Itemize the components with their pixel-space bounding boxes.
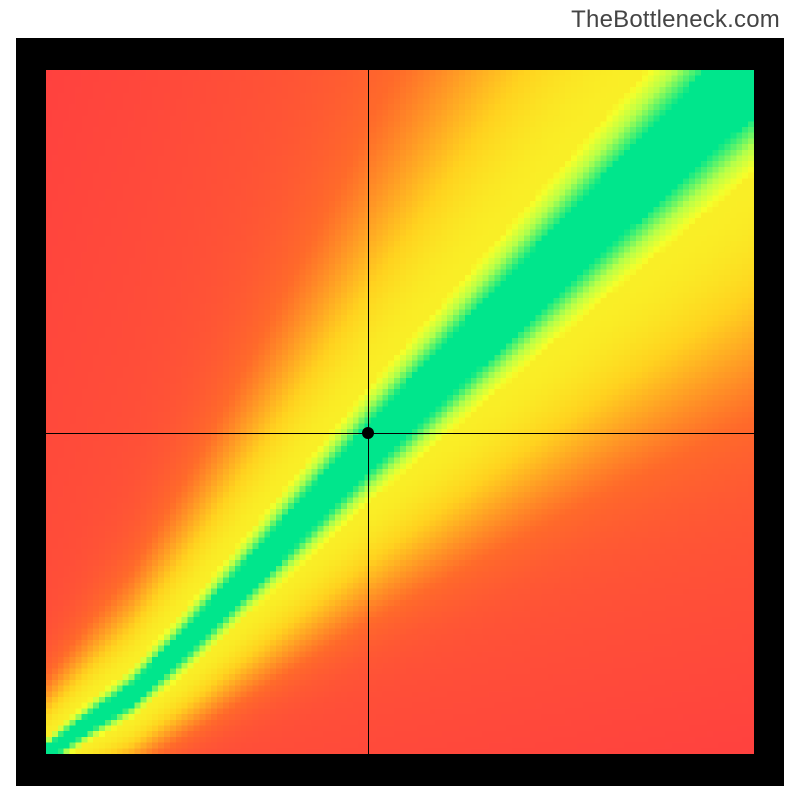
watermark-text: TheBottleneck.com bbox=[571, 6, 780, 34]
crosshair-horizontal bbox=[46, 433, 754, 434]
data-point-marker bbox=[362, 427, 374, 439]
chart-stage: TheBottleneck.com bbox=[0, 0, 800, 800]
crosshair-vertical bbox=[368, 70, 369, 754]
heatmap-canvas bbox=[46, 70, 754, 754]
